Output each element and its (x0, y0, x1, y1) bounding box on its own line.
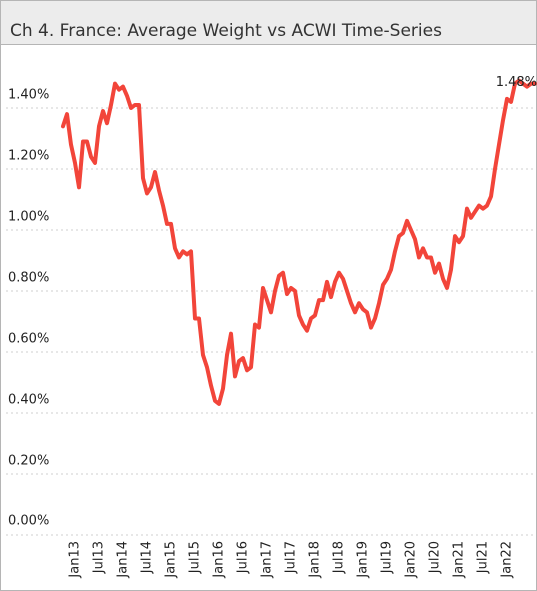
x-tick-label: Jul17 (284, 541, 299, 574)
x-tick-label: Jul14 (140, 541, 155, 574)
x-tick-label: Jul19 (380, 541, 395, 574)
header-bar (0, 0, 537, 45)
x-tick-label: Jan15 (164, 541, 179, 579)
y-tick-label: 0.80% (8, 271, 49, 286)
y-tick-label: 1.40% (8, 88, 49, 103)
x-tick-label: Jul21 (476, 541, 491, 574)
y-tick-label: 1.00% (8, 210, 49, 225)
x-tick-label: Jan17 (260, 541, 275, 579)
x-tick-label: Jan18 (308, 541, 323, 579)
chart-title: Ch 4. France: Average Weight vs ACWI Tim… (10, 21, 442, 41)
x-tick-label: Jan21 (452, 541, 467, 579)
x-tick-label: Jan16 (212, 541, 227, 579)
y-tick-label: 0.20% (8, 454, 49, 469)
x-tick-label: Jul16 (236, 541, 251, 574)
x-tick-label: Jul18 (332, 541, 347, 574)
x-tick-label: Jul13 (92, 541, 107, 574)
x-tick-label: Jan19 (356, 541, 371, 579)
x-tick-label: Jan22 (500, 541, 515, 579)
data-label: 1.48% (496, 75, 537, 90)
y-tick-label: 0.00% (8, 514, 49, 529)
x-tick-label: Jan13 (68, 541, 83, 579)
x-tick-label: Jul20 (428, 541, 443, 574)
y-tick-label: 0.60% (8, 332, 49, 347)
line-series (61, 78, 537, 406)
y-tick-label: 1.20% (8, 149, 49, 164)
x-tick-label: Jul15 (188, 541, 203, 574)
x-tick-label: Jan14 (116, 541, 131, 579)
y-tick-label: 0.40% (8, 393, 49, 408)
x-tick-label: Jan20 (404, 541, 419, 579)
